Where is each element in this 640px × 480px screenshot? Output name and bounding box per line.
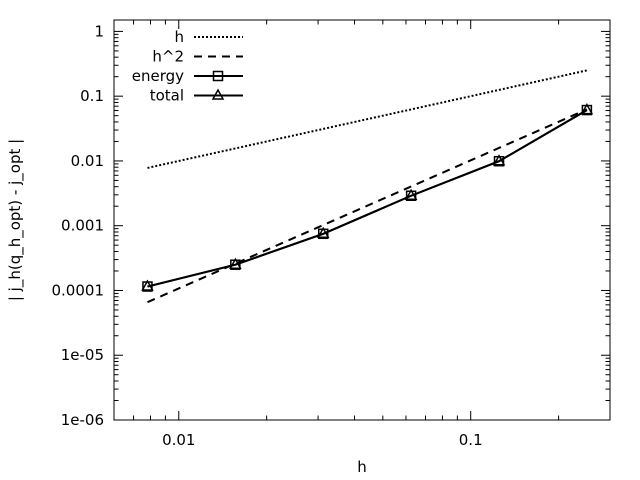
series-layer [141, 69, 594, 304]
legend-marker [211, 88, 225, 100]
series-3 [141, 103, 594, 291]
legend-label: total [150, 87, 184, 105]
series-line [147, 108, 588, 304]
y-tick-label: 1 [94, 22, 104, 40]
series-line [147, 109, 588, 288]
series-0 [147, 69, 588, 169]
data-point [141, 279, 154, 291]
legend-label: energy [132, 67, 184, 85]
y-tick-label: 0.001 [61, 217, 104, 235]
y-tick-label: 0.0001 [52, 281, 105, 299]
series-line [147, 109, 588, 288]
data-point [229, 257, 242, 269]
y-tick-label: 0.01 [71, 152, 104, 170]
legend-marker [212, 70, 224, 82]
series-line [147, 69, 588, 169]
y-tick-label: 1e-05 [61, 346, 104, 364]
series-2 [142, 104, 593, 292]
y-tick-label: 1e-06 [61, 411, 104, 429]
data-point [580, 103, 594, 115]
axis-ticks [113, 20, 610, 421]
x-tick-label: 0.1 [459, 431, 483, 449]
legend-label: h^2 [152, 48, 184, 66]
y-axis-title: | j_h(q_h_opt) - j_opt | [6, 139, 25, 301]
x-tick-label: 0.01 [162, 431, 195, 449]
series-1 [147, 108, 588, 304]
legend-label: h [174, 28, 184, 46]
data-point [492, 154, 506, 166]
data-point [316, 226, 330, 239]
data-point [404, 188, 418, 201]
y-tick-label: 0.1 [80, 87, 104, 105]
axis-tick-labels: 1 0.1 0.01 0.001 0.0001 1e-05 1e-06 0.01 0.1 [52, 22, 483, 449]
x-axis-title: h [357, 458, 367, 476]
plot-frame [113, 19, 611, 421]
